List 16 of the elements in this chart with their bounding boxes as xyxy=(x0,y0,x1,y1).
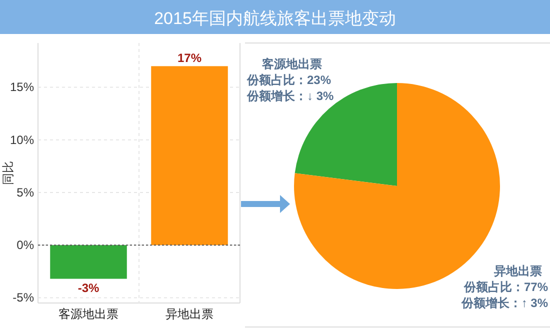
text: 份额增长：↓ 3% xyxy=(246,89,334,103)
data-label: 份额占比：77% xyxy=(462,280,548,294)
y-tick-label: 10% xyxy=(10,132,34,147)
y-tick-label: 15% xyxy=(10,80,34,94)
data-label: -3% xyxy=(78,280,100,295)
y-axis-title: 同比 xyxy=(1,161,15,185)
pie-slice xyxy=(294,83,397,186)
y-tick-label: 5% xyxy=(16,185,34,200)
data-label: 17% xyxy=(177,51,202,66)
y-tick-label: -5% xyxy=(12,290,34,305)
data-label: 份额占比：23% xyxy=(246,73,332,87)
text: 份额增长：↑ 3% xyxy=(460,296,548,310)
text: 2015年国内航线旅客出票地变动 xyxy=(154,9,396,28)
y-tick-label: 0% xyxy=(16,238,34,252)
slice-label: 客源地出票 xyxy=(261,57,322,71)
slice-label: 异地出票 xyxy=(493,264,542,278)
